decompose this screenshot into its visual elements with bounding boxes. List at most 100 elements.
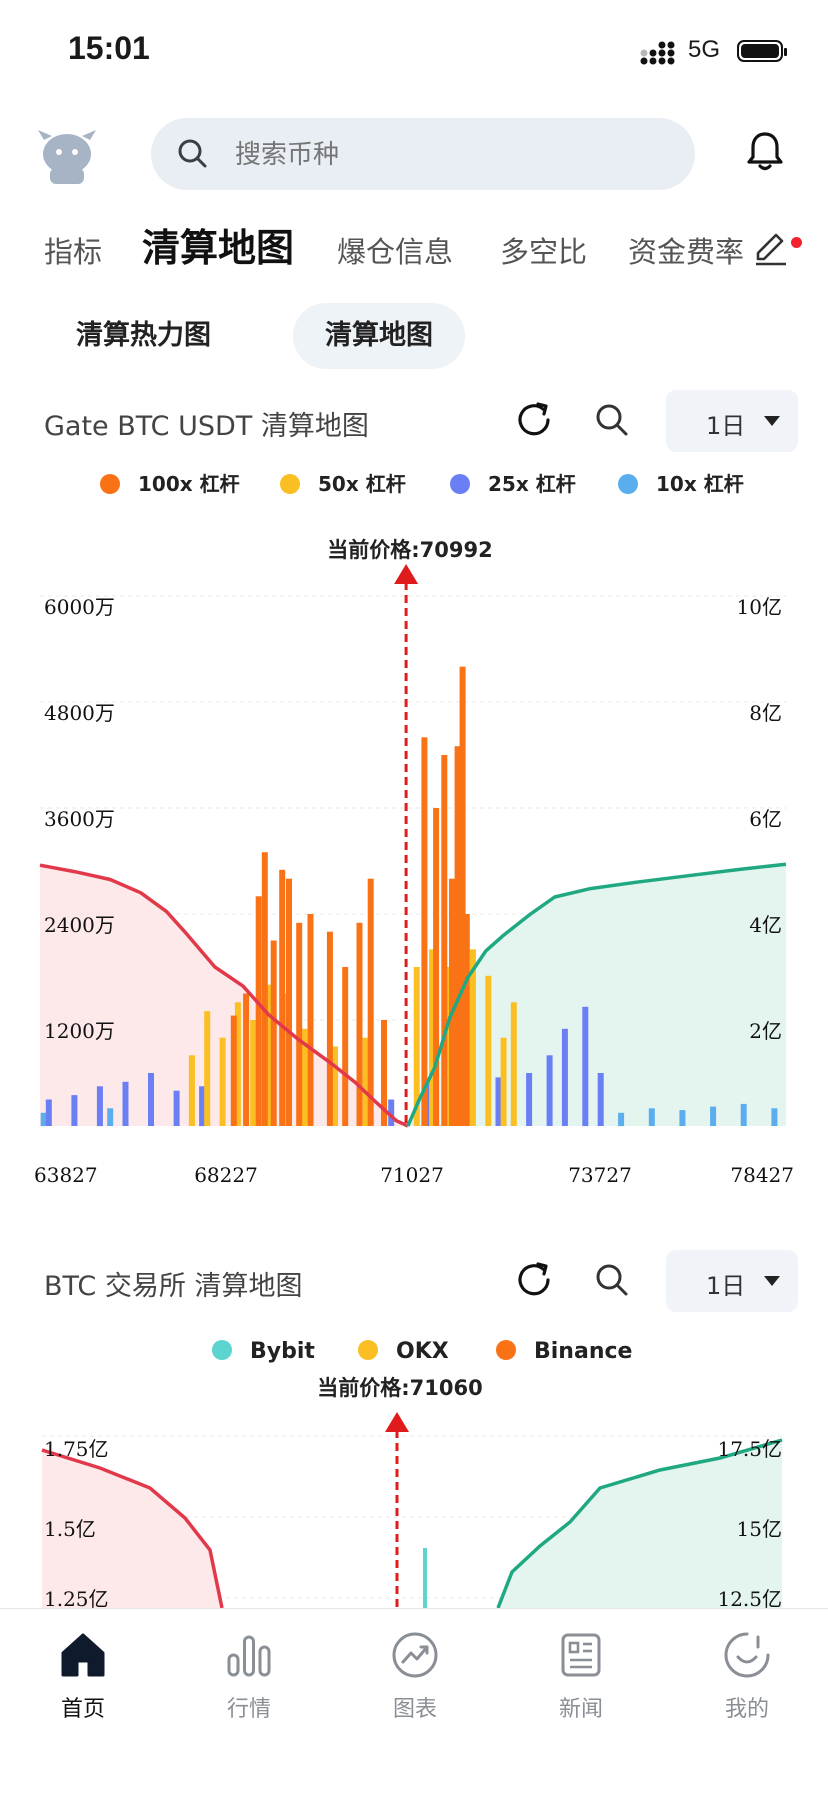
chart-bar bbox=[148, 1073, 154, 1126]
chart-bar bbox=[199, 1086, 206, 1127]
top-bar bbox=[0, 110, 828, 200]
avatar[interactable] bbox=[36, 124, 98, 188]
chart-bar bbox=[362, 1037, 369, 1126]
chart-bar bbox=[510, 1002, 517, 1126]
chart-bar bbox=[367, 878, 374, 1126]
chart-bar bbox=[423, 1548, 427, 1608]
chart-bar bbox=[279, 869, 286, 1126]
long-cumulative-line bbox=[406, 862, 787, 1127]
chart-bar bbox=[463, 914, 470, 1126]
chart-bar bbox=[234, 1002, 241, 1126]
refresh-icon[interactable] bbox=[512, 398, 556, 442]
y-left-tick-label: 1.75亿 bbox=[44, 1437, 109, 1461]
chart1-title: Gate BTC USDT 清算地图 bbox=[44, 411, 369, 442]
refresh-icon[interactable] bbox=[512, 1258, 556, 1302]
legend-swatch bbox=[280, 473, 300, 494]
network-type: 5G bbox=[688, 36, 721, 63]
period-select[interactable]: 1日 bbox=[666, 390, 798, 452]
main-tabs: 指标 清算地图 爆仓信息 多空比 资金费率 bbox=[0, 215, 828, 285]
search-bar[interactable] bbox=[151, 118, 695, 192]
chart-bar bbox=[388, 1099, 395, 1126]
current-price-arrow bbox=[385, 1412, 409, 1432]
chart-bar bbox=[296, 922, 303, 1126]
chart-bar bbox=[107, 1108, 114, 1126]
chart-bar bbox=[526, 1073, 533, 1126]
period-value: 1日 bbox=[706, 412, 746, 440]
chart-bar bbox=[771, 1108, 778, 1126]
chart-bar bbox=[454, 746, 461, 1126]
status-bar: 15:01 5G bbox=[0, 0, 828, 100]
chart2-current-price: 当前价格:71060 bbox=[317, 1376, 483, 1400]
chart-bar bbox=[485, 975, 492, 1126]
search-input[interactable] bbox=[233, 118, 657, 192]
y-right-tick-label: 12.5亿 bbox=[717, 1587, 782, 1608]
tab-funding-rate[interactable]: 资金费率 bbox=[628, 235, 745, 269]
chart-bar bbox=[421, 737, 428, 1126]
y-left-tick-label: 2400万 bbox=[44, 913, 115, 937]
y-right-tick-label: 4亿 bbox=[749, 913, 782, 937]
battery-icon bbox=[737, 40, 787, 62]
bell-icon[interactable] bbox=[746, 130, 784, 172]
sub-tabs: 清算热力图 清算地图 bbox=[0, 303, 828, 373]
chart-bar bbox=[433, 808, 440, 1126]
chart-bar bbox=[356, 922, 363, 1126]
legend-item[interactable]: 50x 杠杆 bbox=[280, 464, 406, 504]
tab-liquidation-info[interactable]: 爆仓信息 bbox=[337, 235, 454, 269]
nav-profile[interactable]: 我的 bbox=[664, 1609, 828, 1793]
chart-bar bbox=[286, 878, 292, 1126]
chart-bar bbox=[618, 1112, 625, 1127]
subtab-liquidation-map[interactable]: 清算地图 bbox=[293, 303, 465, 369]
subtab-heatmap[interactable]: 清算热力图 bbox=[76, 320, 211, 351]
chart-bar bbox=[96, 1086, 103, 1127]
y-left-tick-label: 3600万 bbox=[44, 807, 115, 831]
edit-icon[interactable] bbox=[752, 229, 790, 267]
period-select[interactable]: 1日 bbox=[666, 1250, 798, 1312]
legend-item[interactable]: 25x 杠杆 bbox=[450, 464, 576, 504]
chart-bar bbox=[441, 755, 448, 1126]
chart-bar bbox=[342, 967, 349, 1126]
search-icon bbox=[178, 139, 207, 168]
legend-item[interactable]: 10x 杠杆 bbox=[618, 464, 744, 504]
nav-news[interactable]: 新闻 bbox=[498, 1609, 664, 1793]
search-icon[interactable] bbox=[594, 402, 630, 438]
short-cumulative-area bbox=[42, 1450, 222, 1608]
chart-bar bbox=[230, 1015, 237, 1126]
chart-bar bbox=[255, 896, 262, 1126]
chart-bar bbox=[710, 1106, 717, 1126]
tab-liquidation-map[interactable]: 清算地图 bbox=[142, 226, 295, 270]
nav-charts[interactable]: 图表 bbox=[332, 1609, 498, 1793]
x-tick-label: 63827 bbox=[34, 1163, 98, 1187]
chart-bar bbox=[449, 878, 455, 1126]
signal-icon bbox=[640, 41, 675, 65]
legend-item[interactable]: Bybit bbox=[212, 1332, 315, 1372]
legend-item[interactable]: 100x 杠杆 bbox=[100, 464, 240, 504]
chart1-liquidation-map: 1200万 2400万 3600万 4800万 6000万 2亿 4亿 6亿 8亿 10亿 6382… bbox=[34, 564, 794, 1187]
chart-bar bbox=[250, 1020, 257, 1126]
nav-home[interactable]: 首页 bbox=[0, 1609, 166, 1793]
x-tick-label: 71027 bbox=[380, 1163, 444, 1187]
nav-market[interactable]: 行情 bbox=[166, 1609, 332, 1793]
legend-swatch bbox=[212, 1340, 232, 1360]
period-value: 1日 bbox=[706, 1272, 746, 1300]
tab-long-short-ratio[interactable]: 多空比 bbox=[500, 235, 588, 269]
chart-bar bbox=[740, 1103, 747, 1126]
legend-item[interactable]: OKX bbox=[358, 1332, 449, 1372]
search-icon[interactable] bbox=[594, 1262, 630, 1298]
caret-down-icon bbox=[764, 416, 780, 426]
chart-bar bbox=[243, 993, 250, 1126]
chart1-current-price: 当前价格:70992 bbox=[327, 538, 493, 562]
chart-bar bbox=[307, 914, 314, 1126]
chart-bar bbox=[561, 1028, 568, 1126]
y-right-tick-label: 8亿 bbox=[749, 701, 782, 725]
chart-bar bbox=[173, 1090, 180, 1126]
short-cumulative-area bbox=[40, 865, 408, 1126]
x-tick-label: 73727 bbox=[568, 1163, 632, 1187]
legend-swatch bbox=[358, 1340, 378, 1360]
chart-bar bbox=[261, 852, 268, 1126]
legend-item[interactable]: Binance bbox=[496, 1332, 632, 1372]
caret-down-icon bbox=[764, 1276, 780, 1286]
chart-bar bbox=[444, 967, 451, 1126]
bottom-nav: 首页 行情 图表 新闻 我的 bbox=[0, 1608, 828, 1793]
chart-bar bbox=[270, 940, 277, 1126]
tab-indicator[interactable]: 指标 bbox=[44, 235, 103, 269]
